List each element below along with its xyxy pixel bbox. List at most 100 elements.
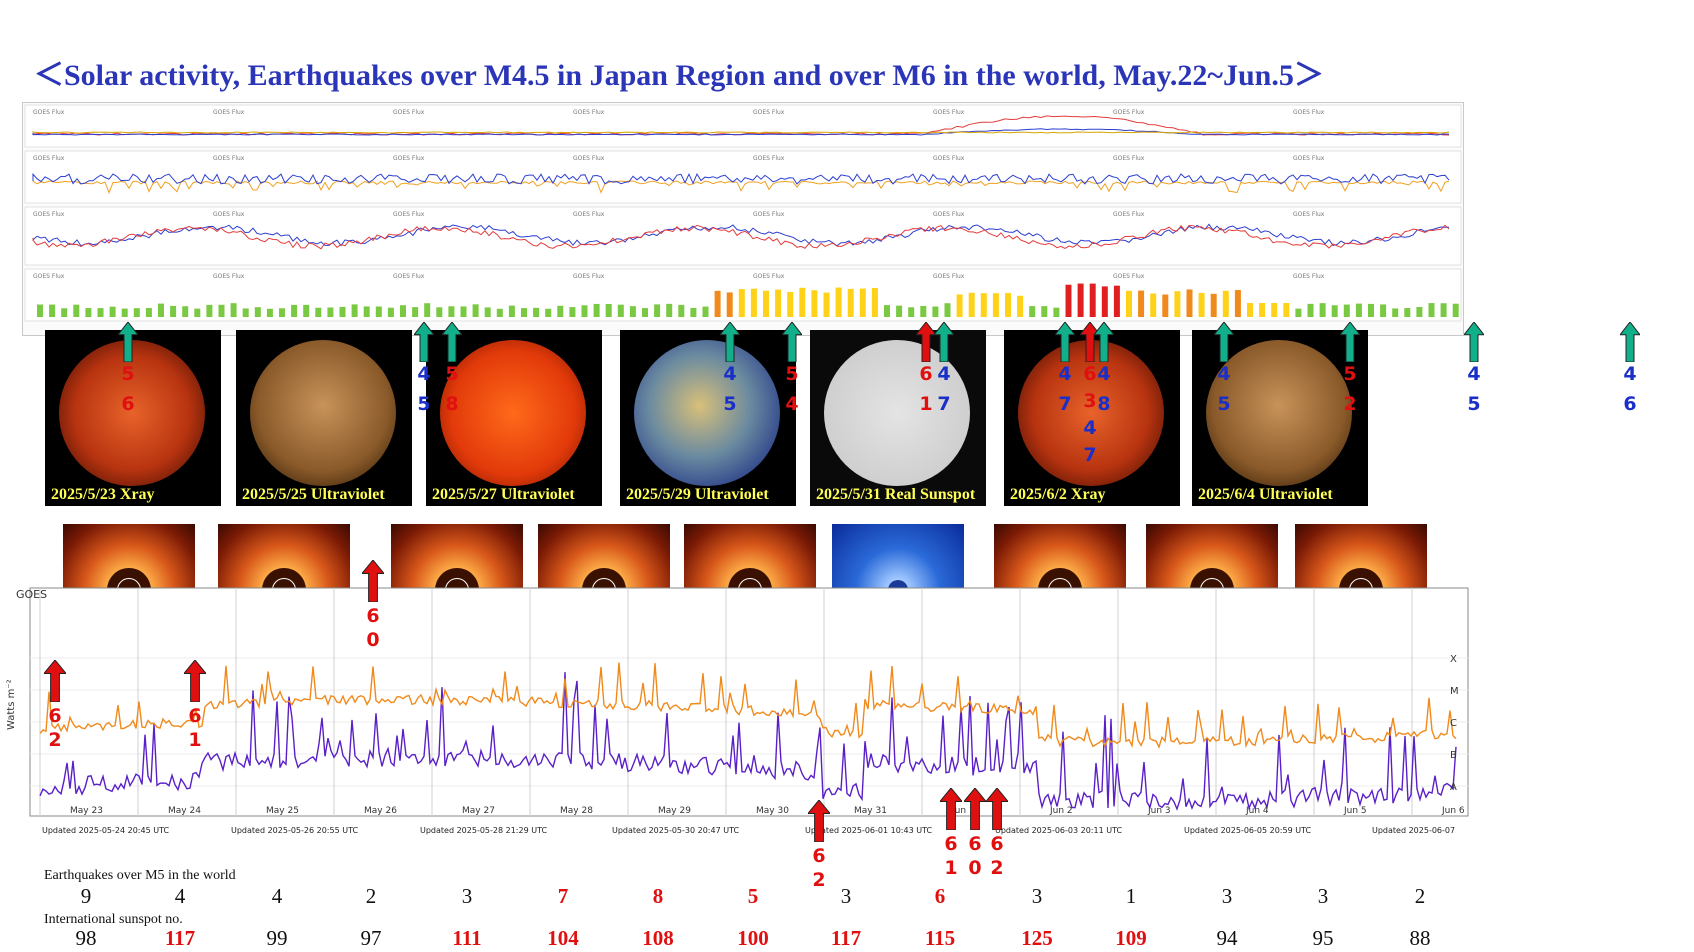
quake-magnitude-digit: 7 xyxy=(1083,444,1097,466)
quake-magnitude-digit: 8 xyxy=(445,393,459,415)
goes-updated-timestamp: Updated 2025-05-30 20:47 UTC xyxy=(612,826,740,835)
kp-index-bar xyxy=(750,288,757,317)
electron-flux-line xyxy=(32,172,1450,185)
earthquake-row-label: Earthquakes over M5 in the world xyxy=(44,868,236,883)
kp-index-bar xyxy=(436,307,443,317)
sun-disc xyxy=(824,340,970,486)
kp-index-bar xyxy=(726,292,733,317)
sunspot-number: 104 xyxy=(547,926,579,950)
quake-magnitude-digit: 7 xyxy=(1058,393,1072,415)
quake-magnitude-digit: 6 xyxy=(812,845,826,867)
kp-index-bar xyxy=(1162,294,1169,317)
kp-index-bar xyxy=(1041,306,1048,317)
kp-index-bar xyxy=(1392,308,1399,317)
kp-index-bar xyxy=(1017,295,1024,317)
sun-disc xyxy=(634,340,780,486)
kp-index-bar xyxy=(654,304,661,317)
quake-magnitude-digit: 5 xyxy=(723,393,737,415)
sun-image-caption: 2025/6/2 Xray xyxy=(1010,486,1106,503)
kp-index-bar xyxy=(460,306,467,317)
sunspot-number: 97 xyxy=(360,926,382,950)
kp-index-bar xyxy=(1077,283,1084,317)
goes-date-tick: Jun 2 xyxy=(1049,806,1073,816)
kp-index-bar xyxy=(1404,308,1411,317)
goes-long-channel-line xyxy=(39,662,1457,749)
sunspot-number: 115 xyxy=(924,926,956,950)
kp-index-bar xyxy=(363,306,370,317)
quake-magnitude-digit: 6 xyxy=(968,833,982,855)
sun-image-5: 2025/5/31 Real Sunspot xyxy=(810,330,986,506)
goes-date-tick: Jun 5 xyxy=(1343,806,1367,816)
panel-label: GOES Flux xyxy=(213,273,245,280)
kp-index-bar xyxy=(1440,303,1447,317)
sunspot-number: 117 xyxy=(164,926,196,950)
quake-magnitude-digit: 3 xyxy=(1083,390,1097,412)
earthquake-count: 4 xyxy=(174,884,186,908)
kp-index-bar xyxy=(835,287,842,317)
kp-index-bar xyxy=(738,289,745,317)
kp-index-bar xyxy=(896,305,903,317)
goes-updated-timestamp: Updated 2025-06-07 xyxy=(1372,826,1456,835)
kp-index-bar xyxy=(1005,292,1011,317)
kp-index-bar xyxy=(121,308,128,317)
kp-index-bar xyxy=(1101,286,1108,317)
earthquake-count: 3 xyxy=(1221,884,1233,908)
goes-updated-timestamp: Updated 2025-06-03 20:11 UTC xyxy=(995,826,1123,835)
panel-label: GOES Flux xyxy=(1293,155,1325,162)
goes-date-tick: May 28 xyxy=(560,806,593,816)
quake-magnitude-digit: 2 xyxy=(812,869,826,891)
kp-index-bar xyxy=(702,306,709,317)
quake-arrow-icon xyxy=(964,788,986,830)
sunspot-number: 88 xyxy=(1409,926,1431,950)
quake-magnitude-digit: 6 xyxy=(366,605,380,627)
kp-index-bar xyxy=(1222,290,1229,317)
kp-index-bar xyxy=(884,305,890,317)
quake-magnitude-digit: 6 xyxy=(1623,393,1637,415)
kp-index-bar xyxy=(799,287,806,317)
quake-magnitude-digit: 0 xyxy=(968,857,982,879)
panel-label: GOES Flux xyxy=(393,273,425,280)
earthquake-count: 7 xyxy=(557,884,569,908)
quake-magnitude-digit: 2 xyxy=(990,857,1004,879)
quake-magnitude-digit: 6 xyxy=(919,363,933,385)
kp-index-bar xyxy=(581,305,588,317)
quake-arrow-icon xyxy=(362,560,384,602)
quake-magnitude-digit: 4 xyxy=(1467,363,1481,385)
goes-updated-timestamp: Updated 2025-05-26 20:55 UTC xyxy=(231,826,359,835)
kp-index-bar xyxy=(605,303,612,317)
quake-arrow-icon xyxy=(414,322,434,362)
kp-index-bar xyxy=(569,307,576,317)
goes-date-tick: Jun 4 xyxy=(1245,806,1269,816)
sun-disc xyxy=(1206,340,1352,486)
goes-date-tick: May 25 xyxy=(266,806,299,816)
panel-label: GOES Flux xyxy=(213,211,245,218)
kp-index-bar xyxy=(472,304,479,317)
quake-magnitude-digit: 5 xyxy=(785,363,799,385)
kp-index-bar xyxy=(920,305,927,317)
panel-label: GOES Flux xyxy=(933,155,965,162)
quake-magnitude-digit: 4 xyxy=(417,363,431,385)
kp-index-bar xyxy=(1428,303,1435,317)
kp-index-bar xyxy=(1029,306,1036,317)
kp-index-bar xyxy=(617,304,624,317)
goes-updated-timestamp: Updated 2025-06-05 20:59 UTC xyxy=(1184,826,1312,835)
goes-date-tick: May 27 xyxy=(462,806,495,816)
quake-magnitude-digit: 1 xyxy=(944,857,958,879)
kp-index-bar xyxy=(1234,290,1241,317)
proton-flux-line xyxy=(32,128,1450,136)
goes-updated-timestamp: Updated 2025-05-28 21:29 UTC xyxy=(420,826,548,835)
kp-index-bar xyxy=(1295,308,1302,317)
quake-arrow-icon xyxy=(940,788,962,830)
quake-magnitude-digit: 5 xyxy=(417,393,431,415)
panel-label: GOES Flux xyxy=(933,211,965,218)
panel-band-1 xyxy=(24,150,1462,204)
panel-label: GOES Flux xyxy=(1113,155,1145,162)
proton-flux-line xyxy=(32,131,1450,134)
sunspot-number: 99 xyxy=(266,926,288,950)
kp-index-bar xyxy=(992,293,999,317)
sunspot-number: 111 xyxy=(452,926,482,950)
kp-index-bar xyxy=(1452,303,1459,317)
kp-index-bar xyxy=(1331,305,1338,317)
kp-index-bar xyxy=(944,303,951,317)
kp-index-bar xyxy=(97,308,104,317)
